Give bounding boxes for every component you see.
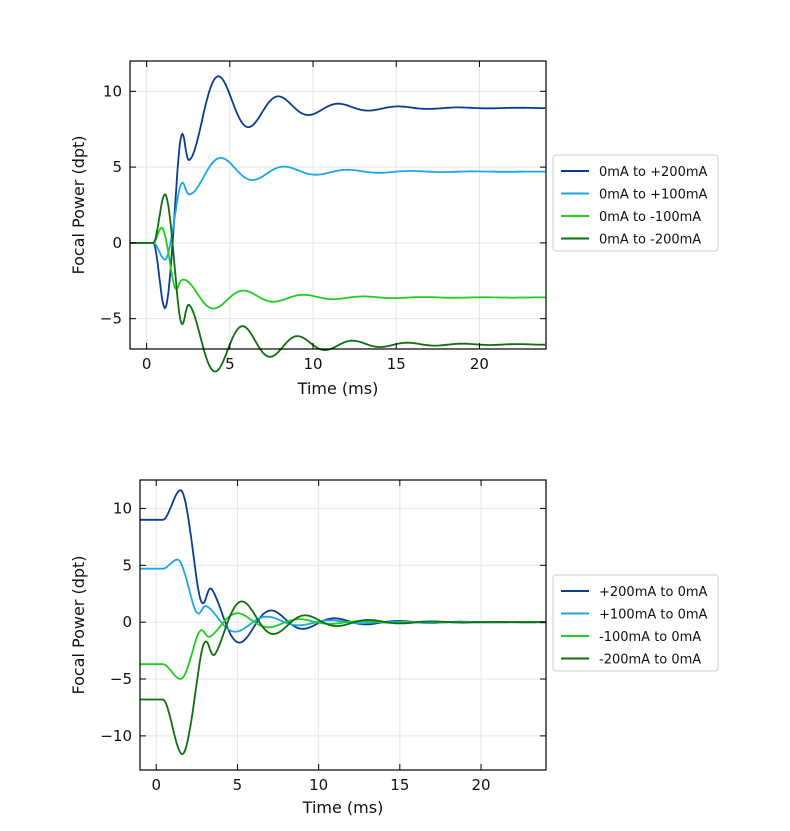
series-line-1 (130, 75, 546, 310)
y-tick-label: 0 (122, 613, 132, 631)
legend-label: 0mA to -200mA (599, 233, 701, 248)
plot-frame-top (129, 60, 547, 350)
y-tick-label: 10 (113, 499, 132, 517)
x-tick-label: 20 (471, 776, 490, 794)
y-axis-label-top: Focal Power (dpt) (69, 135, 88, 274)
legend-label: 0mA to -100mA (599, 210, 701, 225)
legend-label: +200mA to 0mA (599, 585, 708, 600)
ticks-top: 0 5 10 15 20 −5 0 5 10 (100, 61, 546, 373)
y-tick-label: −5 (110, 670, 132, 688)
x-tick-label: 10 (303, 355, 322, 373)
x-tick-label: 0 (151, 776, 161, 794)
series-lines-top (130, 75, 546, 373)
x-tick-label: 0 (142, 355, 152, 373)
y-tick-label: −10 (100, 727, 132, 745)
series-line-2 (140, 558, 546, 633)
grid-top (130, 61, 546, 349)
x-tick-label: 5 (225, 355, 235, 373)
legend-label: -200mA to 0mA (599, 653, 701, 668)
legend-box (552, 154, 719, 252)
x-tick-label: 15 (390, 776, 409, 794)
series-line-1 (140, 489, 546, 644)
y-axis-label-bottom: Focal Power (dpt) (69, 555, 88, 694)
x-tick-label: 15 (387, 355, 406, 373)
legend-label: 0mA to +100mA (599, 188, 708, 203)
series-line-3 (130, 226, 546, 310)
x-tick-label: 5 (233, 776, 243, 794)
x-tick-label: 20 (470, 355, 489, 373)
x-axis-label-top: Time (ms) (297, 379, 379, 398)
y-tick-label: −5 (100, 310, 122, 328)
y-tick-label: 5 (122, 556, 132, 574)
legend-bottom: +200mA to 0mA +100mA to 0mA -100mA to 0mA -… (552, 574, 719, 672)
x-tick-label: 10 (309, 776, 328, 794)
series-line-4 (130, 193, 546, 373)
ticks-bottom: 0 5 10 15 20 −10 −5 0 5 10 (100, 480, 546, 794)
series-line-2 (130, 156, 546, 261)
x-axis-label-bottom: Time (ms) (302, 798, 384, 817)
plot-frame-bottom (139, 479, 547, 771)
chart-bottom: 0 5 10 15 20 −10 −5 0 5 10 Time (ms) Focal Power … (69, 479, 719, 817)
legend-top: 0mA to +200mA 0mA to +100mA 0mA to -100mA 0… (552, 154, 719, 252)
y-tick-label: 0 (112, 234, 122, 252)
y-tick-label: 5 (112, 158, 122, 176)
chart-top: 0 5 10 15 20 −5 0 5 10 Time (ms) Focal Power (dp… (69, 60, 719, 398)
legend-label: 0mA to +200mA (599, 165, 708, 180)
legend-label: +100mA to 0mA (599, 608, 708, 623)
series-lines-bottom (140, 489, 546, 756)
y-tick-label: 10 (103, 82, 122, 100)
legend-box (552, 574, 719, 672)
legend-label: -100mA to 0mA (599, 630, 701, 645)
series-line-4 (140, 600, 546, 756)
